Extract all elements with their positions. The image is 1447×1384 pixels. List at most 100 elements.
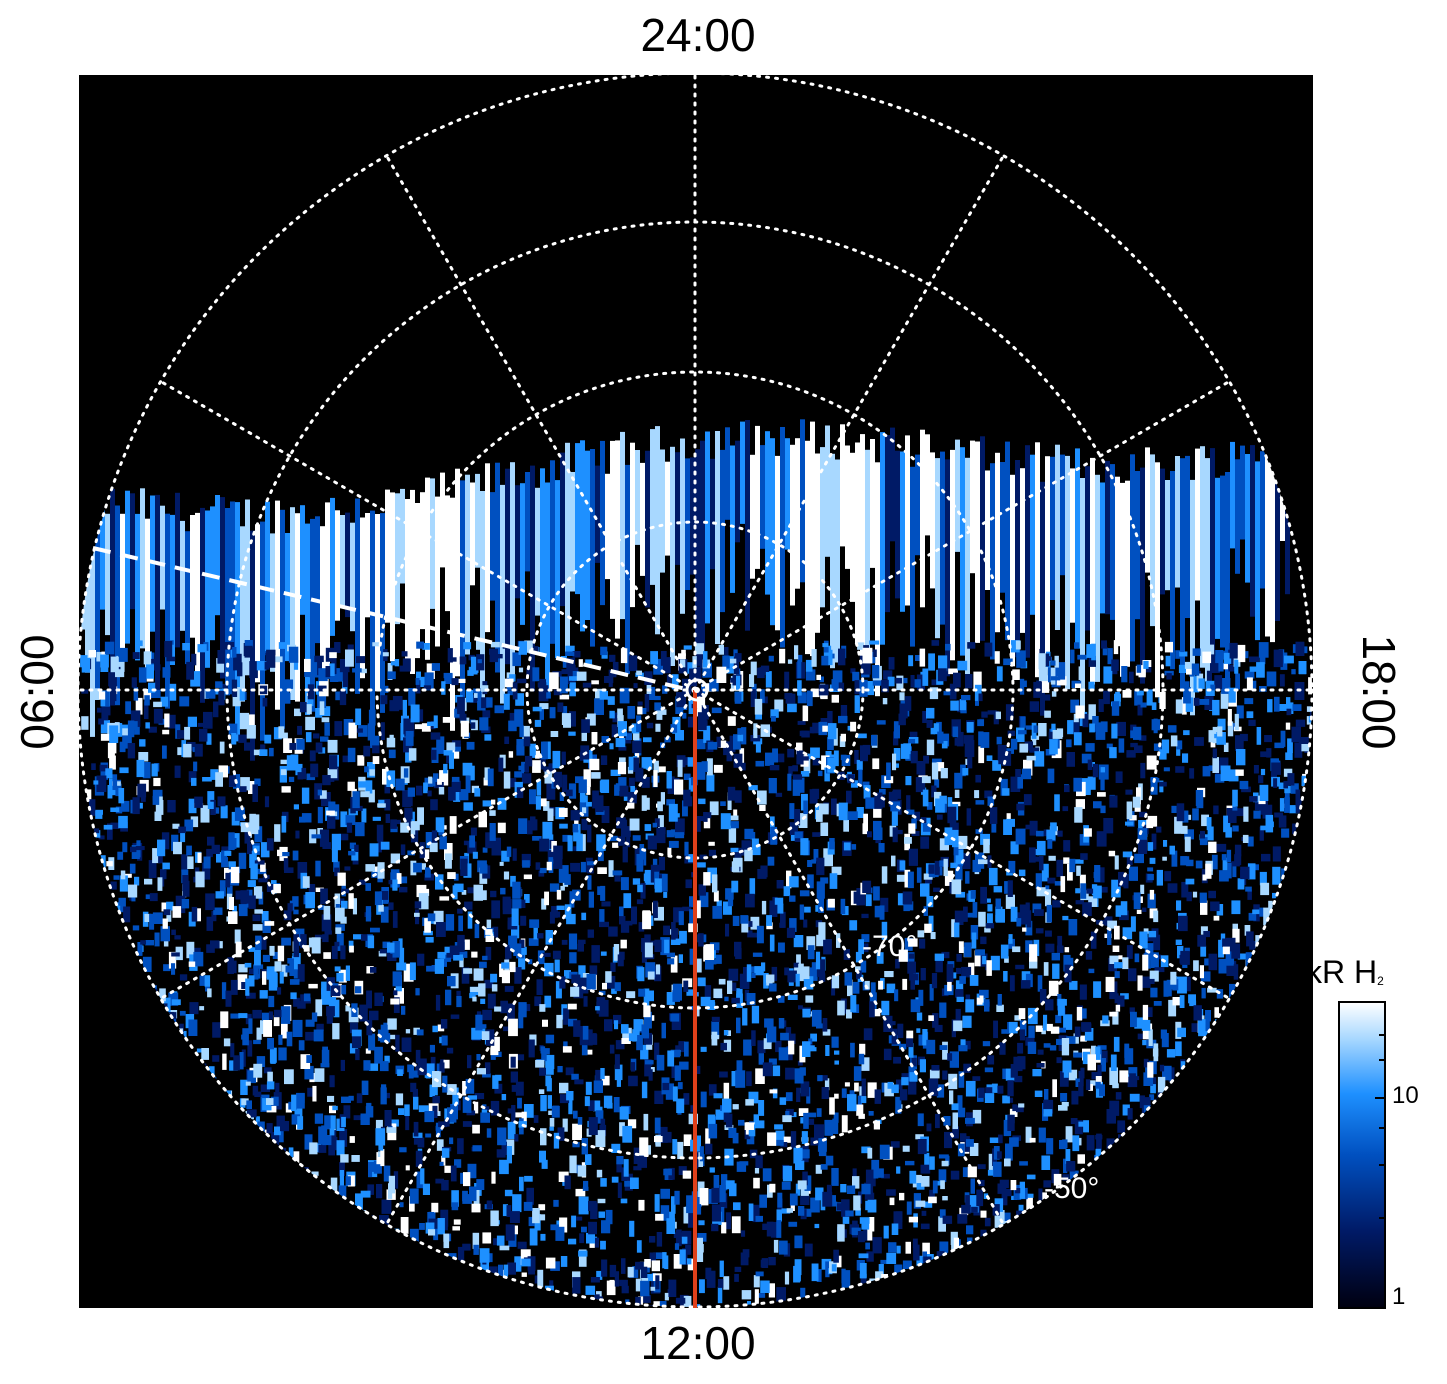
emission-speckle: [504, 736, 510, 744]
emission-speckle: [707, 1000, 715, 1005]
emission-speckle: [324, 1115, 334, 1130]
emission-speckle: [928, 1015, 934, 1021]
emission-speckle: [516, 739, 525, 756]
emission-speckle: [447, 1107, 457, 1123]
emission-speckle: [1088, 655, 1096, 667]
emission-speckle: [1018, 914, 1028, 925]
emission-speckle: [1205, 680, 1215, 696]
emission-speckle: [188, 798, 197, 814]
emission-speckle: [815, 1187, 824, 1201]
emission-speckle: [581, 726, 587, 742]
emission-speckle: [446, 1253, 457, 1260]
emission-speckle: [666, 674, 672, 687]
emission-speckle: [711, 1021, 720, 1038]
emission-speckle: [1100, 805, 1106, 814]
emission-speckle: [884, 1082, 894, 1097]
emission-speckle: [174, 935, 181, 940]
emission-speckle: [790, 829, 798, 841]
emission-speckle: [590, 1277, 600, 1283]
emission-speckle: [966, 808, 972, 826]
emission-speckle: [506, 846, 512, 857]
emission-speckle: [727, 795, 732, 810]
emission-speckle: [1291, 726, 1301, 743]
emission-speckle: [1041, 1028, 1046, 1035]
emission-speckle: [648, 1069, 653, 1081]
emission-speckle: [1157, 1076, 1166, 1093]
emission-speckle: [564, 1175, 571, 1190]
emission-speckle: [987, 855, 992, 868]
emission-speckle: [301, 767, 307, 780]
emission-speckle: [207, 988, 212, 998]
emission-speckle: [1078, 1121, 1086, 1127]
emission-speckle: [1099, 1050, 1108, 1063]
emission-speckle: [1089, 723, 1095, 733]
emission-speckle: [1174, 816, 1182, 834]
emission-speckle: [438, 787, 445, 795]
emission-speckle: [646, 722, 654, 729]
emission-speckle: [1180, 856, 1190, 861]
emission-speckle: [511, 925, 520, 939]
emission-speckle: [957, 1095, 963, 1111]
emission-speckle: [796, 742, 803, 755]
emission-speckle: [621, 1258, 626, 1274]
emission-speckle: [1088, 704, 1096, 720]
emission-speckle: [600, 646, 608, 656]
emission-speckle: [542, 821, 553, 840]
emission-speckle: [284, 1069, 294, 1085]
emission-speckle: [179, 696, 190, 707]
emission-speckle: [679, 930, 687, 944]
emission-speckle: [168, 951, 177, 969]
emission-speckle: [1034, 751, 1045, 767]
emission-speckle: [194, 796, 203, 808]
emission-streak: [595, 465, 600, 563]
emission-speckle: [512, 848, 517, 861]
emission-speckle: [441, 957, 452, 962]
emission-speckle: [1259, 826, 1264, 841]
emission-speckle: [771, 716, 776, 722]
emission-speckle: [425, 1222, 435, 1234]
emission-speckle: [476, 1054, 481, 1061]
emission-speckle: [1002, 788, 1010, 796]
emission-speckle: [1221, 854, 1227, 861]
emission-speckle: [582, 807, 587, 814]
emission-speckle: [489, 648, 496, 655]
emission-speckle: [1184, 836, 1191, 852]
emission-speckle: [918, 989, 924, 1006]
emission-speckle: [641, 777, 650, 788]
emission-speckle: [306, 1055, 312, 1063]
emission-streak: [110, 488, 115, 706]
emission-speckle: [427, 721, 435, 726]
emission-speckle: [588, 891, 594, 908]
emission-speckle: [388, 1183, 393, 1199]
emission-streak: [1145, 447, 1150, 573]
emission-streak: [835, 459, 840, 663]
emission-speckle: [666, 1131, 672, 1143]
emission-speckle: [929, 687, 939, 700]
emission-speckle: [978, 746, 985, 764]
emission-speckle: [92, 828, 100, 834]
emission-speckle: [708, 1084, 717, 1096]
emission-speckle: [504, 985, 514, 992]
emission-speckle: [499, 963, 504, 977]
emission-speckle: [658, 1126, 668, 1143]
emission-speckle: [761, 1258, 769, 1268]
emission-streak: [115, 505, 120, 706]
emission-speckle: [1135, 1306, 1142, 1307]
emission-streak: [510, 462, 515, 676]
emission-speckle: [724, 647, 729, 657]
emission-speckle: [595, 810, 605, 815]
emission-speckle: [864, 1192, 875, 1200]
emission-speckle: [725, 1113, 733, 1128]
emission-speckle: [473, 1190, 480, 1206]
emission-speckle: [409, 1188, 419, 1204]
emission-speckle: [958, 941, 964, 953]
emission-speckle: [505, 1224, 515, 1241]
emission-speckle: [524, 894, 530, 903]
emission-speckle: [816, 857, 825, 876]
emission-speckle: [539, 838, 550, 852]
emission-speckle: [680, 659, 686, 668]
emission-speckle: [521, 1272, 527, 1277]
emission-speckle: [820, 877, 829, 884]
emission-speckle: [430, 799, 438, 811]
emission-streak: [165, 513, 170, 709]
